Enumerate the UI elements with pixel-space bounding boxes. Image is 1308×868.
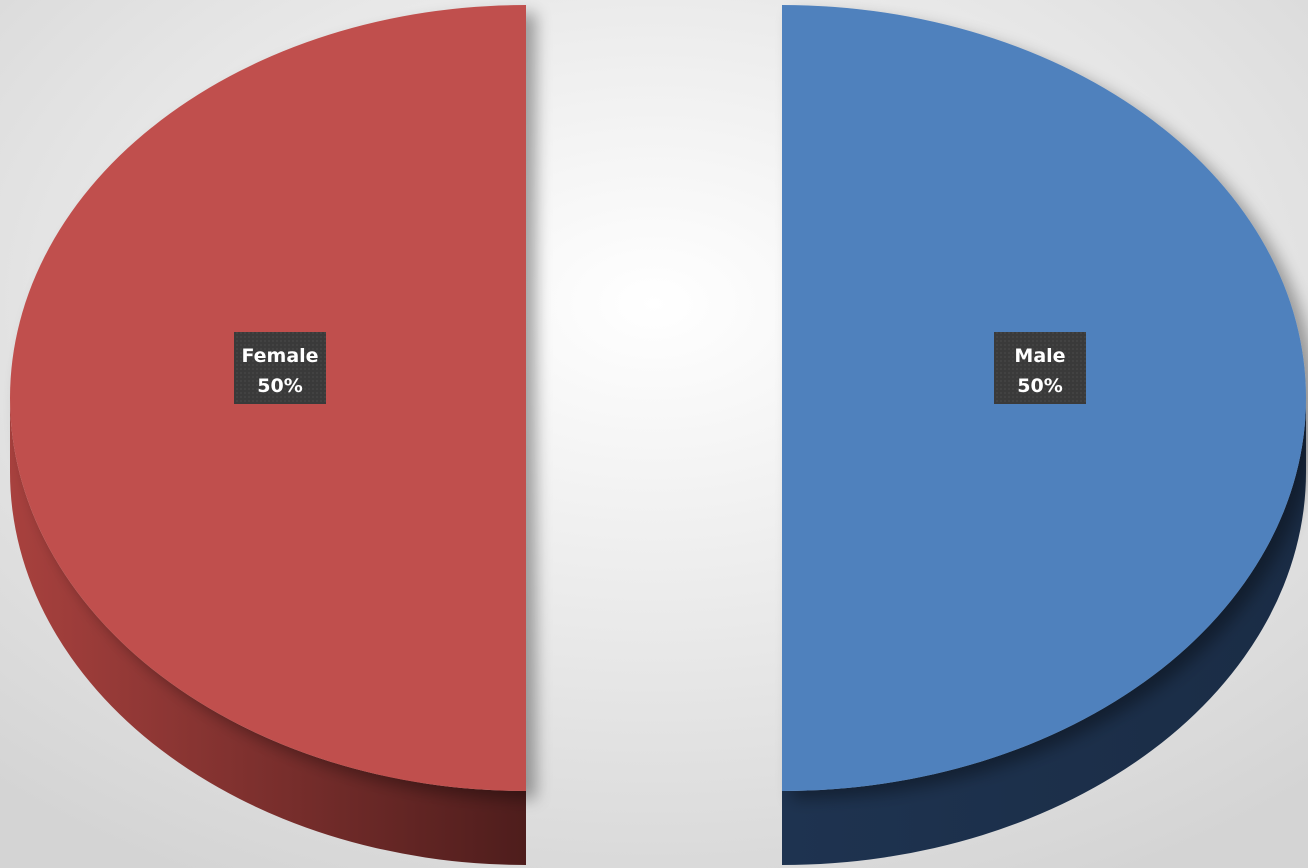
data-label-category: Female xyxy=(241,345,318,367)
slice-side-male xyxy=(782,398,1306,865)
data-label-category: Male xyxy=(1014,345,1065,367)
data-label-percent: 50% xyxy=(1017,375,1062,397)
slice-side-female xyxy=(10,398,526,865)
data-label-female: Female 50% xyxy=(234,332,326,404)
data-label-male: Male 50% xyxy=(994,332,1086,404)
data-labels: Female 50% Male 50% xyxy=(234,332,1086,404)
data-label-box xyxy=(994,332,1086,404)
data-label-percent: 50% xyxy=(257,375,302,397)
data-label-box xyxy=(234,332,326,404)
